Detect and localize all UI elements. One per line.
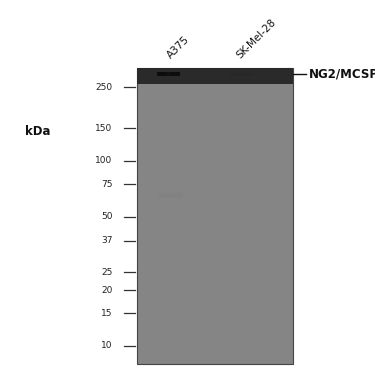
Text: 150: 150 — [95, 124, 112, 133]
Bar — [170, 72, 180, 76]
Text: 15: 15 — [101, 309, 112, 318]
Text: 25: 25 — [101, 268, 112, 277]
Text: 75: 75 — [101, 180, 112, 189]
Text: kDa: kDa — [25, 125, 50, 138]
Bar — [159, 72, 171, 76]
Text: 10: 10 — [101, 341, 112, 350]
Bar — [159, 72, 171, 76]
Bar — [137, 68, 292, 364]
Bar — [158, 72, 168, 76]
Text: A375: A375 — [165, 34, 192, 60]
Bar — [159, 193, 183, 198]
Bar — [137, 68, 292, 84]
Bar — [228, 72, 254, 75]
Text: SK-Mel-28: SK-Mel-28 — [235, 17, 278, 60]
Text: 20: 20 — [101, 286, 112, 295]
Text: 250: 250 — [95, 83, 112, 92]
Text: NG2/MCSP: NG2/MCSP — [309, 68, 375, 81]
Text: 37: 37 — [101, 236, 112, 245]
Text: 50: 50 — [101, 212, 112, 221]
Text: 100: 100 — [95, 156, 112, 165]
